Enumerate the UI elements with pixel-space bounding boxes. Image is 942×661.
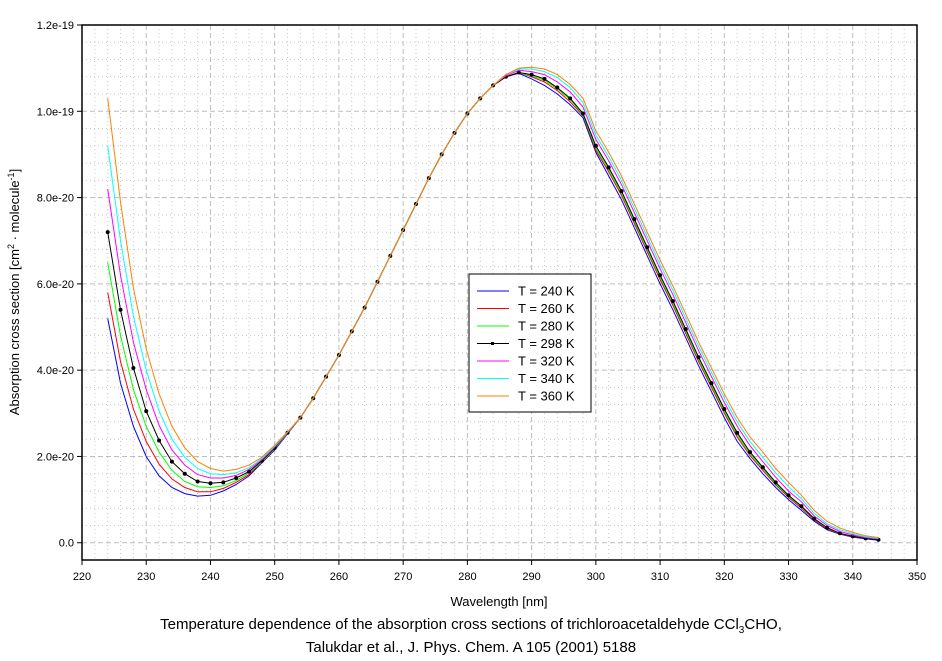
y-tick-label: 6.0e-20 xyxy=(37,279,74,291)
x-axis-label: Wavelength [nm] xyxy=(450,594,547,609)
legend-label: T = 240 K xyxy=(518,284,575,299)
legend-label: T = 260 K xyxy=(518,301,575,316)
data-point xyxy=(144,409,149,414)
y-axis-label: Absorption cross section [cm2 · molecule… xyxy=(6,169,22,415)
data-point xyxy=(825,525,830,530)
legend-label: T = 320 K xyxy=(518,354,575,369)
x-tick-label: 310 xyxy=(651,571,669,583)
data-point xyxy=(516,70,521,75)
x-tick-label: 290 xyxy=(522,571,540,583)
data-point xyxy=(645,245,650,250)
data-point xyxy=(683,327,688,332)
plot-frame xyxy=(81,24,918,561)
data-point xyxy=(568,96,573,101)
data-point xyxy=(157,438,162,443)
x-tick-label: 340 xyxy=(844,571,862,583)
data-point xyxy=(221,480,226,485)
data-point xyxy=(208,481,213,486)
data-point xyxy=(632,217,637,222)
y-tick-label: 1.0e-19 xyxy=(37,106,74,118)
data-point xyxy=(118,307,123,312)
x-tick-label: 350 xyxy=(908,571,926,583)
legend-item: T = 320 K xyxy=(477,354,575,369)
data-point xyxy=(670,299,675,304)
series-line xyxy=(107,66,879,539)
series-360K xyxy=(107,66,879,539)
data-point xyxy=(555,85,560,90)
data-point xyxy=(709,381,714,386)
data-point xyxy=(748,450,752,455)
y-tick-label: 8.0e-20 xyxy=(37,193,74,205)
data-point xyxy=(786,493,791,498)
chart-title-line2: Talukdar et al., J. Phys. Chem. A 105 (2… xyxy=(305,639,637,656)
data-point xyxy=(735,430,740,435)
data-point xyxy=(131,366,136,371)
x-tick-label: 260 xyxy=(330,571,348,583)
x-tick-label: 220 xyxy=(73,571,91,583)
data-point xyxy=(606,165,611,170)
y-tick-label: 4.0e-20 xyxy=(37,365,74,377)
data-point xyxy=(812,516,817,521)
y-tick-label: 2.0e-20 xyxy=(37,451,74,463)
data-point xyxy=(696,355,701,360)
data-point xyxy=(581,111,585,116)
legend: T = 240 K T = 260 K T = 280 K T = 298 K T = … xyxy=(468,273,592,413)
data-point xyxy=(195,479,200,484)
x-tick-label: 330 xyxy=(779,571,797,583)
legend-marker xyxy=(491,342,494,345)
legend-item: T = 360 K xyxy=(477,389,575,404)
data-point xyxy=(760,465,765,470)
data-point xyxy=(619,189,624,194)
legend-item: T = 340 K xyxy=(477,371,575,386)
data-point xyxy=(722,406,727,411)
data-point xyxy=(105,230,110,235)
y-tick-label: 0.0 xyxy=(59,538,74,550)
data-point xyxy=(799,504,804,509)
data-point xyxy=(529,72,534,77)
data-point xyxy=(247,469,251,474)
series-group xyxy=(105,66,881,542)
data-point xyxy=(773,480,778,485)
data-point xyxy=(542,76,547,81)
data-point xyxy=(234,476,239,481)
legend-item: T = 260 K xyxy=(477,301,575,316)
legend-item: T = 298 K xyxy=(477,336,575,351)
x-tick-label: 240 xyxy=(201,571,219,583)
data-point xyxy=(658,273,663,278)
chart-title-line1: Temperature dependence of the absorption… xyxy=(160,616,782,636)
data-point xyxy=(182,471,187,476)
y-tick-label: 1.2e-19 xyxy=(37,20,74,32)
legend-label: T = 280 K xyxy=(518,319,575,334)
legend-label: T = 340 K xyxy=(518,371,575,386)
x-tick-label: 280 xyxy=(458,571,476,583)
x-tick-label: 320 xyxy=(715,571,733,583)
data-point xyxy=(169,459,174,464)
x-tick-label: 230 xyxy=(137,571,155,583)
legend-item: T = 280 K xyxy=(477,319,575,334)
x-tick-label: 250 xyxy=(266,571,284,583)
x-tick-label: 270 xyxy=(394,571,412,583)
legend-label: T = 298 K xyxy=(518,336,575,351)
axis-ticks: 220 230 240 250 260 270 280 290 300 310 320 330 340 3… xyxy=(37,20,926,583)
legend-label: T = 360 K xyxy=(518,389,575,404)
x-tick-label: 300 xyxy=(587,571,605,583)
legend-item: T = 240 K xyxy=(477,284,575,299)
data-point xyxy=(593,143,598,148)
